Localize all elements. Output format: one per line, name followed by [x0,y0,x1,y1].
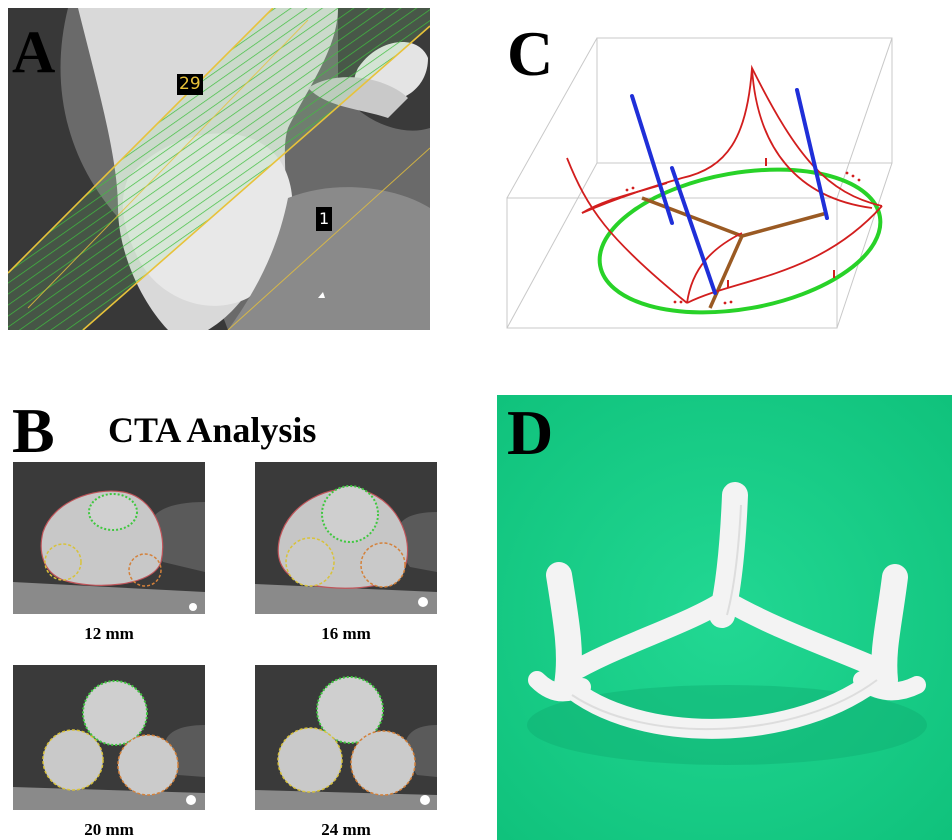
slice-caption-12mm: 12 mm [84,624,134,643]
leaflet-model-3d [506,37,893,329]
panel-label-d: D [507,397,554,468]
panel-b-title: CTA Analysis [108,410,317,450]
cta-slice-16mm [255,462,437,614]
annulus-ring [597,167,883,315]
cta-slice-20mm [13,665,205,810]
panel-label-b: B [12,395,55,466]
panel-b: B CTA Analysis 12 mm 16 mm 20 mm [0,395,460,840]
cta-slice-12mm [13,462,205,614]
slice-label-top: 29 [177,74,203,95]
panel-d: D [497,395,952,840]
panel-a: 29 1 A [8,8,430,330]
ct-long-axis-image [8,8,430,330]
panel-label-a: A [12,19,56,85]
slice-caption-20mm: 20 mm [84,820,134,839]
slice-caption-24mm: 24 mm [321,820,371,839]
cta-slice-24mm [255,665,437,810]
slice-label-bottom: 1 [316,207,333,231]
slice-caption-16mm: 16 mm [321,624,371,643]
printed-valve-model-photo [497,395,952,840]
panel-c: C [497,8,947,330]
panel-label-c: C [507,18,554,89]
